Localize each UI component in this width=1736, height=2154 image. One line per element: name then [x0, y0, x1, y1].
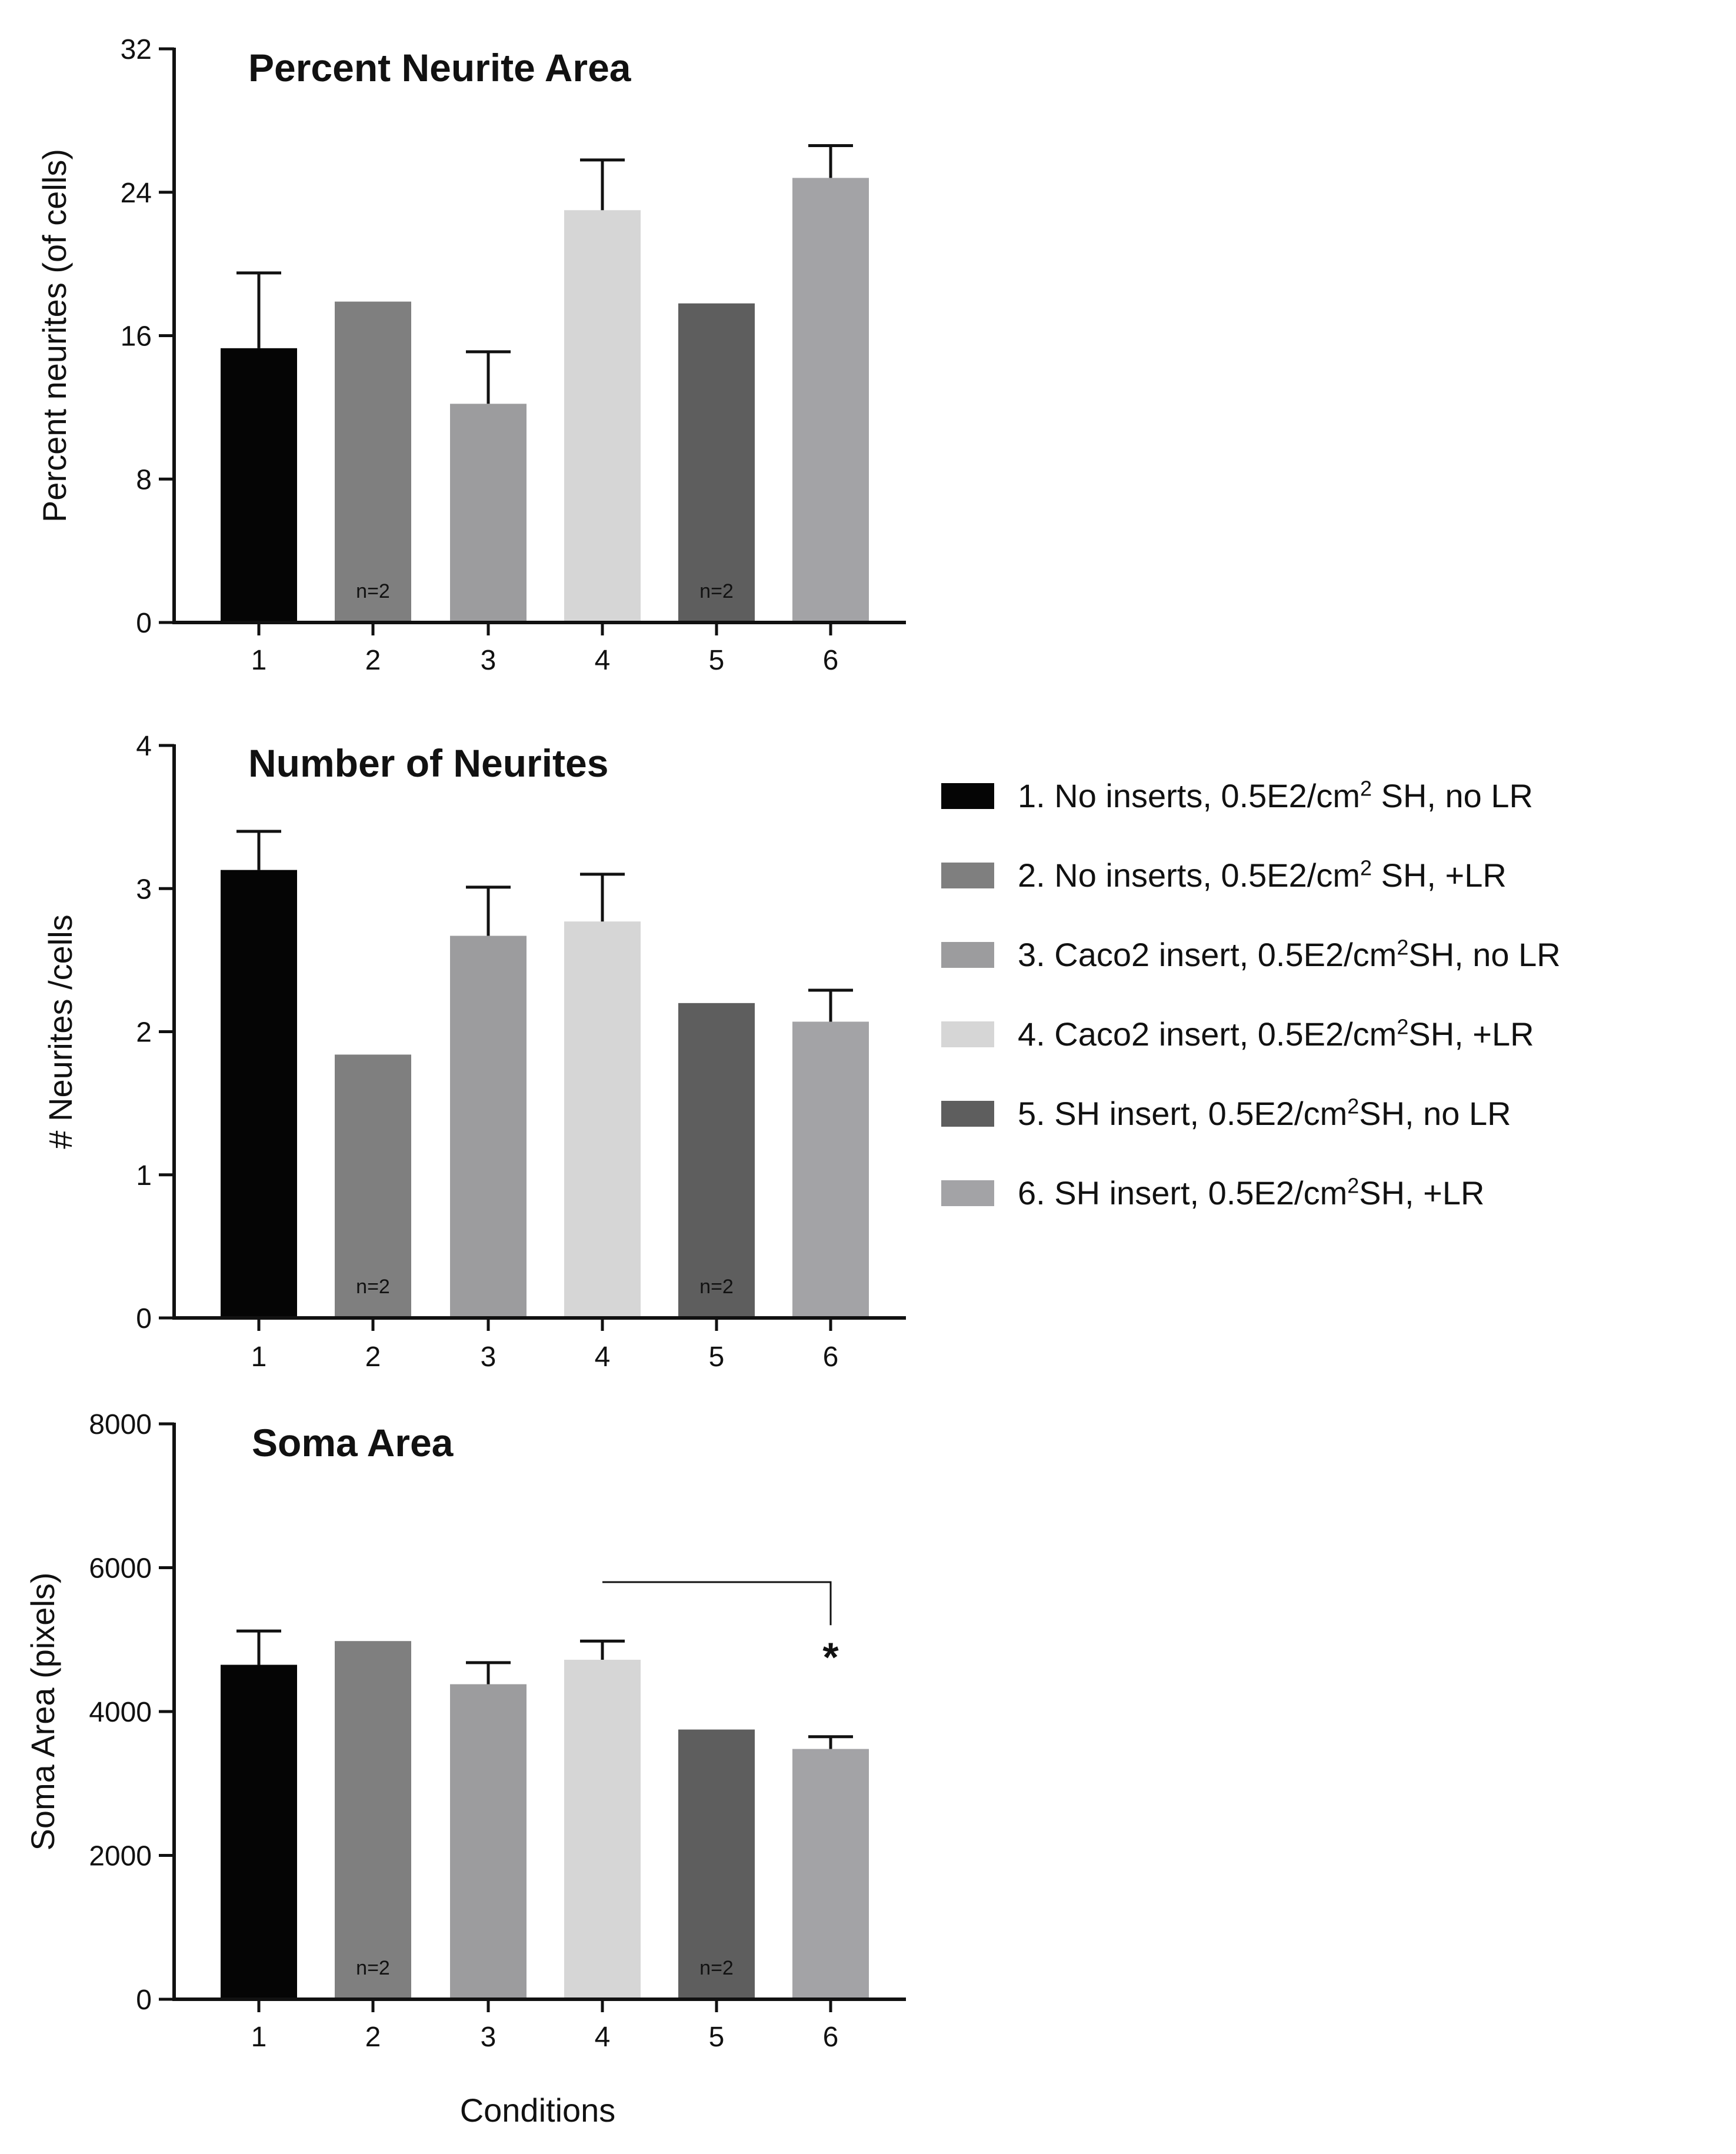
panel-number-of-neurites: Number of Neurites # Neurites /cells n=2 n=…	[42, 731, 906, 1373]
x-tick-label: 5	[709, 2022, 725, 2053]
x-tick-label: 4	[595, 645, 611, 676]
y-tick-label: 4000	[89, 1697, 152, 1728]
legend-swatch	[941, 1100, 994, 1127]
y-tick-label: 6000	[89, 1553, 152, 1584]
legend-item: 4. Caco2 insert, 0.5E2/cm2SH, +LR	[941, 994, 1718, 1074]
y-tick-label: 0	[136, 1985, 152, 2016]
x-tick-label: 6	[823, 2022, 839, 2053]
bar	[792, 1749, 869, 1999]
bar	[221, 348, 297, 622]
x-tick-label: 3	[481, 645, 497, 676]
sample-size-note: n=2	[356, 1957, 390, 1979]
chart-title: Number of Neurites	[248, 741, 608, 785]
x-tick-label: 3	[481, 1341, 497, 1373]
y-tick-label: 8	[136, 464, 152, 495]
x-tick-label: 2	[365, 2022, 381, 2053]
sample-size-note: n=2	[699, 580, 734, 602]
x-axis-label: Conditions	[460, 2092, 616, 2129]
legend-swatch	[941, 783, 994, 809]
bar	[450, 935, 527, 1318]
x-tick-label: 1	[251, 2022, 267, 2053]
legend-label: 5. SH insert, 0.5E2/cm2SH, no LR	[1018, 1094, 1511, 1132]
bar	[564, 921, 641, 1318]
x-tick-label: 2	[365, 645, 381, 676]
x-tick-label: 4	[595, 2022, 611, 2053]
legend-label: 3. Caco2 insert, 0.5E2/cm2SH, no LR	[1018, 935, 1561, 973]
y-tick-label: 1	[136, 1160, 152, 1191]
y-tick-label: 2000	[89, 1841, 152, 1872]
bar	[450, 404, 527, 622]
sample-size-note: n=2	[699, 1276, 734, 1298]
x-tick-label: 1	[251, 1341, 267, 1373]
x-tick-label: 1	[251, 645, 267, 676]
legend-swatch	[941, 1021, 994, 1047]
bar	[564, 1659, 641, 1999]
bar	[335, 1641, 411, 1999]
x-tick-label: 2	[365, 1341, 381, 1373]
sample-size-note: n=2	[699, 1957, 734, 1979]
bar	[335, 301, 411, 622]
legend-swatch	[941, 1180, 994, 1206]
bar	[221, 870, 297, 1318]
bar	[792, 178, 869, 622]
y-axis-label: Percent neurites (of cells)	[36, 149, 73, 522]
y-tick-label: 16	[121, 321, 152, 352]
legend-item: 2. No inserts, 0.5E2/cm2 SH, +LR	[941, 835, 1718, 915]
y-tick-label: 3	[136, 874, 152, 905]
bar	[792, 1021, 869, 1318]
x-tick-label: 6	[823, 645, 839, 676]
y-tick-label: 0	[136, 1303, 152, 1334]
legend-swatch	[941, 862, 994, 888]
x-tick-label: 5	[709, 1341, 725, 1373]
sample-size-note: n=2	[356, 580, 390, 602]
bar	[335, 1054, 411, 1318]
y-axis-label: # Neurites /cells	[42, 914, 79, 1148]
sample-size-note: n=2	[356, 1276, 390, 1298]
y-tick-label: 4	[136, 731, 152, 762]
bar	[564, 210, 641, 622]
legend-item: 6. SH insert, 0.5E2/cm2SH, +LR	[941, 1153, 1718, 1233]
bar	[678, 1729, 755, 1999]
y-tick-label: 0	[136, 608, 152, 639]
chart-title: Soma Area	[252, 1421, 454, 1464]
x-tick-label: 4	[595, 1341, 611, 1373]
legend-item: 1. No inserts, 0.5E2/cm2 SH, no LR	[941, 756, 1718, 835]
panel-soma-area: Soma Area Soma Area (pixels) n=2 n=2 0 2000 40…	[24, 1409, 906, 2129]
significance-bracket	[602, 1581, 832, 1626]
bar	[678, 303, 755, 622]
legend: 1. No inserts, 0.5E2/cm2 SH, no LR 2. No…	[941, 756, 1718, 1233]
legend-item: 5. SH insert, 0.5E2/cm2SH, no LR	[941, 1074, 1718, 1153]
y-axis-label: Soma Area (pixels)	[24, 1572, 61, 1850]
legend-label: 4. Caco2 insert, 0.5E2/cm2SH, +LR	[1018, 1014, 1534, 1053]
legend-item: 3. Caco2 insert, 0.5E2/cm2SH, no LR	[941, 915, 1718, 994]
panel-percent-neurite-area: Percent Neurite Area Percent neurites (of…	[36, 34, 906, 676]
bar	[450, 1684, 527, 1999]
significance-marker: *	[822, 1634, 839, 1680]
legend-label: 1. No inserts, 0.5E2/cm2 SH, no LR	[1018, 776, 1533, 814]
bar	[221, 1664, 297, 1999]
x-tick-label: 5	[709, 645, 725, 676]
x-tick-label: 6	[823, 1341, 839, 1373]
chart-title: Percent Neurite Area	[248, 46, 632, 89]
y-tick-label: 32	[121, 34, 152, 65]
bar	[678, 1003, 755, 1318]
y-tick-label: 8000	[89, 1409, 152, 1440]
legend-swatch	[941, 941, 994, 968]
legend-label: 6. SH insert, 0.5E2/cm2SH, +LR	[1018, 1173, 1485, 1211]
legend-label: 2. No inserts, 0.5E2/cm2 SH, +LR	[1018, 855, 1507, 894]
y-tick-label: 2	[136, 1017, 152, 1048]
y-tick-label: 24	[121, 178, 152, 209]
x-tick-label: 3	[481, 2022, 497, 2053]
